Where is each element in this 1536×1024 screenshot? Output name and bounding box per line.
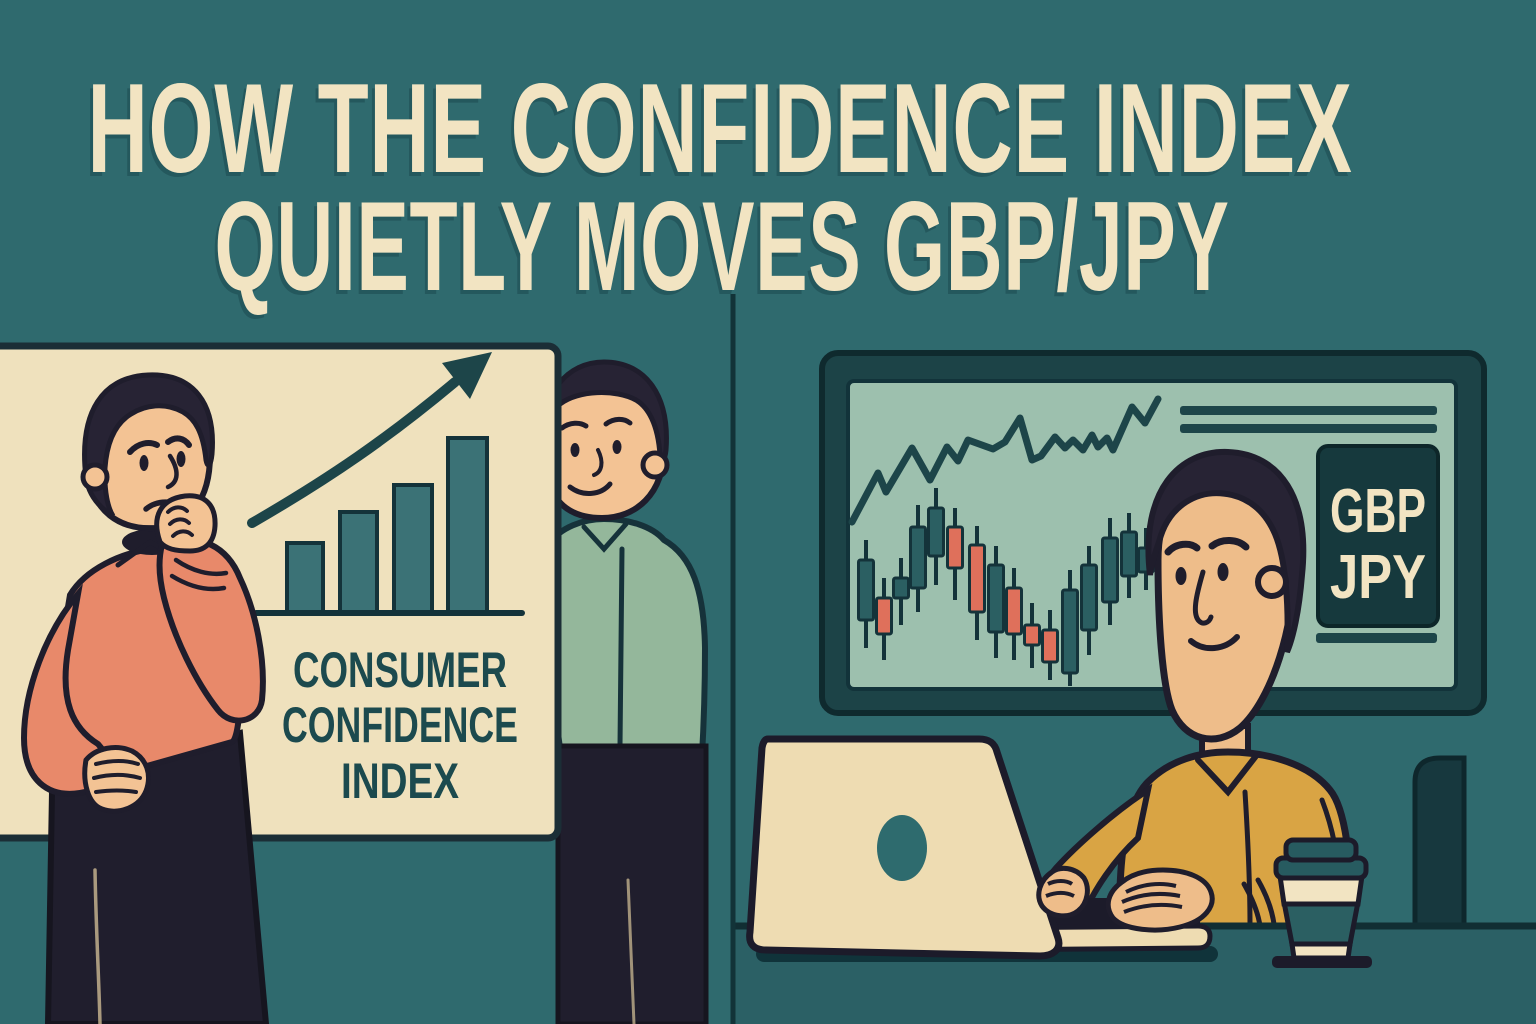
- trader-eye-left: [1175, 567, 1187, 585]
- trader-hand-right-fingers: [1121, 882, 1183, 914]
- presenter-nose: [592, 448, 604, 477]
- presenter-pants-crease: [626, 878, 636, 1024]
- title-line1: HOW THE CONFIDENCE INDEX: [88, 57, 1353, 199]
- thinker-nose: [165, 453, 179, 490]
- gbp-label: GBP: [1330, 477, 1426, 546]
- trader-hand-right: [1105, 867, 1215, 933]
- trend-arrow-head-icon: [442, 352, 492, 399]
- trader-nose: [1192, 569, 1214, 626]
- board-label-line2: CONFIDENCE: [282, 697, 518, 753]
- trader-hands: [1036, 865, 1215, 933]
- trader-brow-right: [1208, 537, 1250, 551]
- laptop-logo-icon: [877, 815, 927, 881]
- presenter-brow-right: [603, 416, 633, 427]
- ticker-line-2: [1180, 424, 1437, 433]
- thinking-man: [20, 372, 270, 1024]
- presenter-smile: [567, 481, 613, 496]
- presenter-ear: [640, 450, 670, 480]
- chair: [1412, 755, 1467, 929]
- presenter-eye-right: [612, 440, 622, 454]
- thinker-hip-arm: [20, 583, 127, 797]
- thinker-hip-hand-fingers: [92, 759, 142, 794]
- candle-body-down: [875, 596, 893, 636]
- price-trendline: [848, 395, 1162, 526]
- board-bar: [392, 483, 434, 615]
- candle-body-up: [857, 558, 875, 622]
- board-bar: [285, 541, 325, 615]
- title-line2: QUIETLY MOVES GBP/JPY: [215, 175, 1230, 317]
- trader-ear: [1255, 565, 1289, 599]
- trader-hand-left-fingers: [1045, 879, 1075, 898]
- board-bar: [338, 510, 379, 615]
- trader-brow-left: [1164, 540, 1201, 556]
- thinker-hair: [82, 372, 215, 519]
- candle-body-down: [946, 525, 964, 570]
- candle-body-down: [1005, 586, 1023, 636]
- title-line2-shadow: QUIETLY MOVES GBP/JPY: [212, 179, 1227, 321]
- candle-body-down: [968, 543, 986, 614]
- presenter-pants: [555, 743, 709, 1024]
- candle-body-up: [892, 576, 910, 600]
- cup-bottom-band: [1289, 941, 1353, 961]
- cup-lid-knob: [1283, 837, 1359, 863]
- trader-placket: [1242, 789, 1253, 929]
- trader-collar: [1195, 753, 1259, 797]
- candlestick-chart: [857, 488, 1155, 686]
- trader-eye-right: [1217, 563, 1229, 581]
- candle-body-down: [1041, 628, 1059, 664]
- presentation-scene: CONSUMER CONFIDENCE INDEX: [0, 342, 709, 1024]
- trader-cuff-right: [1241, 877, 1277, 929]
- currency-pair-panel: GBP JPY: [1316, 444, 1440, 628]
- presenter-man: [539, 359, 709, 1024]
- cup-body: [1280, 899, 1362, 947]
- ticker-line-1: [1180, 406, 1437, 415]
- candle-body-up: [1061, 588, 1079, 675]
- presenter-brow-left: [559, 420, 589, 431]
- candle-body-down: [1023, 623, 1041, 647]
- coffee-cup: [1272, 837, 1372, 968]
- thinker-brow-right: [165, 435, 192, 448]
- thinker-cuff: [169, 557, 229, 592]
- poster-title: HOW THE CONFIDENCE INDEX HOW THE CONFIDE…: [85, 57, 1353, 321]
- candle-body-up: [987, 563, 1005, 634]
- ticker-line-3: [1316, 633, 1437, 643]
- board-label-line1: CONSUMER: [293, 642, 507, 698]
- thinker-brow-left: [127, 440, 160, 455]
- candle-body-up: [1101, 536, 1119, 604]
- thinker-eye-left: [139, 455, 149, 471]
- thinker-chin-fist: [154, 493, 218, 554]
- board-bar-chart: [285, 436, 489, 615]
- board-bar: [446, 436, 489, 615]
- presenter-eye-left: [570, 443, 580, 457]
- trader-smile: [1188, 634, 1240, 651]
- thinker-eye-right: [176, 451, 186, 467]
- jpy-label: JPY: [1330, 543, 1426, 612]
- laptop: [746, 735, 1218, 962]
- thinker-fist-fingers: [166, 505, 194, 538]
- candle-body-up: [909, 525, 927, 590]
- trading-scene: GBP JPY: [735, 350, 1536, 1024]
- title-line1-shadow: HOW THE CONFIDENCE INDEX: [85, 61, 1350, 203]
- candle-body-up: [1120, 530, 1138, 578]
- candle-body-up: [1080, 563, 1098, 632]
- thinker-pants-crease: [93, 868, 102, 1024]
- trend-arrow-icon: [247, 377, 460, 528]
- board-label-line3: INDEX: [341, 753, 459, 809]
- presenter-collar: [581, 521, 629, 553]
- trader-hair: [1145, 448, 1307, 654]
- candle-body-up: [927, 506, 945, 558]
- thinker-ear: [80, 462, 110, 492]
- presenter-placket: [617, 546, 625, 749]
